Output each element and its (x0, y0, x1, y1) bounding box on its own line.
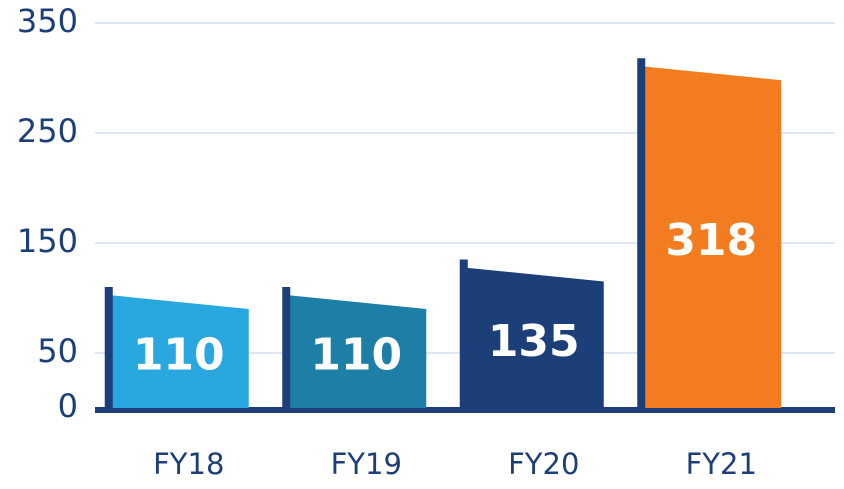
bar (463, 267, 604, 408)
value-label: 318 (665, 215, 757, 266)
y-tick-label: 250 (17, 112, 78, 150)
bar (286, 295, 427, 408)
bar (108, 295, 249, 408)
y-tick-label: 150 (17, 222, 78, 260)
y-tick-label: 50 (37, 332, 78, 370)
y-tick-label: 350 (17, 2, 78, 40)
y-tick-label: 0 (58, 387, 78, 425)
x-tick-label: FY20 (508, 447, 579, 481)
value-label: 110 (310, 330, 402, 381)
value-label: 135 (488, 316, 580, 367)
value-label: 110 (133, 330, 225, 381)
bar (641, 66, 782, 408)
x-tick-label: FY21 (686, 447, 757, 481)
x-tick-label: FY19 (331, 447, 402, 481)
x-tick-label: FY18 (153, 447, 224, 481)
